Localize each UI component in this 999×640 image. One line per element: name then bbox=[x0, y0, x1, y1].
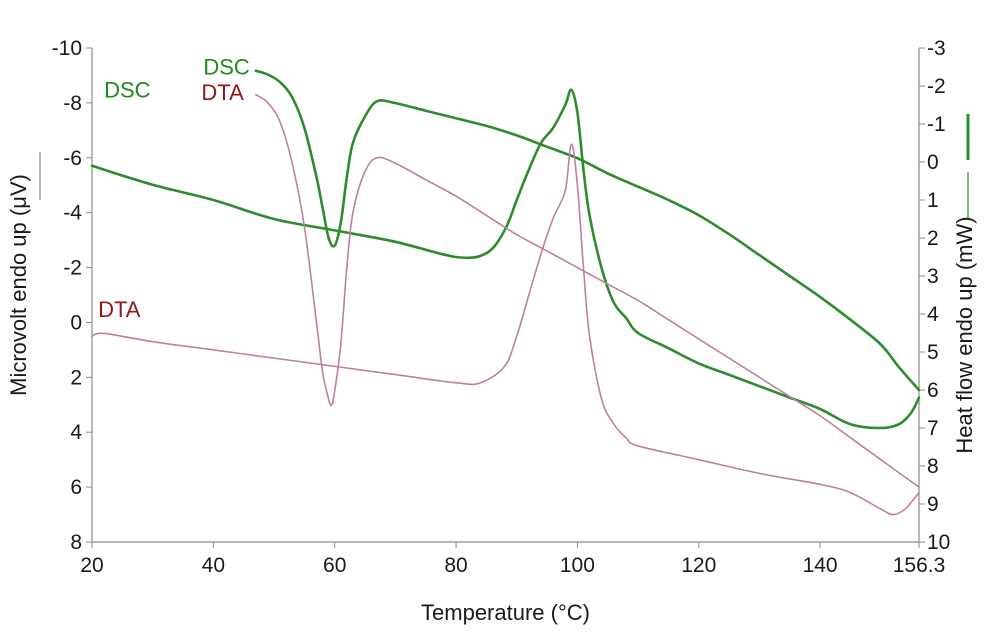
y-left-tick-label: -10 bbox=[52, 37, 82, 60]
y-right-tick-label: 2 bbox=[927, 227, 939, 250]
x-tick-label: 40 bbox=[202, 554, 225, 577]
series-line-dta-2 bbox=[91, 143, 920, 516]
y-left-tick-label: -6 bbox=[63, 147, 82, 170]
y-right-tick-label: 8 bbox=[927, 455, 939, 478]
y-right-tick-label: 3 bbox=[927, 265, 939, 288]
y-left-tick-label: -4 bbox=[63, 202, 82, 225]
y-right-tick-label: 1 bbox=[927, 189, 939, 212]
y-left-tick-label: 0 bbox=[70, 311, 82, 334]
y-left-tick-label: 6 bbox=[70, 476, 82, 499]
x-tick-label: 100 bbox=[560, 554, 595, 577]
y-left-tick-label: 2 bbox=[70, 366, 82, 389]
x-tick-label: 140 bbox=[803, 554, 838, 577]
y-right-tick-label: 0 bbox=[927, 151, 939, 174]
axes bbox=[91, 48, 920, 543]
y-right-tick-label: -2 bbox=[927, 75, 946, 98]
x-tick-label: 80 bbox=[444, 554, 467, 577]
y-right-tick-label: 6 bbox=[927, 379, 939, 402]
x-tick-label: 20 bbox=[80, 554, 103, 577]
curve-label-dsc: DSC bbox=[203, 55, 250, 80]
y-left-tick-label: 4 bbox=[70, 421, 82, 444]
y-right-tick-label: -1 bbox=[927, 113, 946, 136]
y-axis-right-title: Heat flow endo up (mW) bbox=[952, 216, 977, 453]
curve-label-dta: DTA bbox=[98, 297, 141, 322]
y-axis-left-title: Microvolt endo up (μV) bbox=[6, 174, 31, 396]
legend-marks bbox=[39, 114, 970, 218]
y-right-tick-label: 4 bbox=[927, 303, 939, 326]
y-right-tick-label: 10 bbox=[927, 531, 950, 554]
curve-label-dsc: DSC bbox=[104, 77, 151, 102]
y-left-tick-label: 8 bbox=[70, 531, 82, 554]
x-tick-label: 120 bbox=[681, 554, 716, 577]
series-layer bbox=[90, 69, 921, 516]
y-right-tick-label: 5 bbox=[927, 341, 939, 364]
y-left-tick-label: -8 bbox=[63, 92, 82, 115]
series-line-dsc-1 bbox=[254, 69, 921, 392]
series-line-dsc-0 bbox=[90, 88, 921, 430]
ticks: 20 40 60 80 100 120 140 156.3-10-8-6-4-202468-3… bbox=[52, 37, 951, 577]
y-right-tick-label: 9 bbox=[927, 493, 939, 516]
x-axis-title: Temperature (°C) bbox=[421, 600, 590, 625]
y-right-tick-label: 7 bbox=[927, 417, 939, 440]
series-line-dta-3 bbox=[255, 93, 920, 488]
x-tick-label: 60 bbox=[323, 554, 346, 577]
y-left-tick-label: -2 bbox=[63, 257, 82, 280]
x-tick-label: 156.3 bbox=[893, 554, 946, 577]
y-right-tick-label: -3 bbox=[927, 37, 946, 60]
curve-label-dta: DTA bbox=[201, 80, 244, 105]
